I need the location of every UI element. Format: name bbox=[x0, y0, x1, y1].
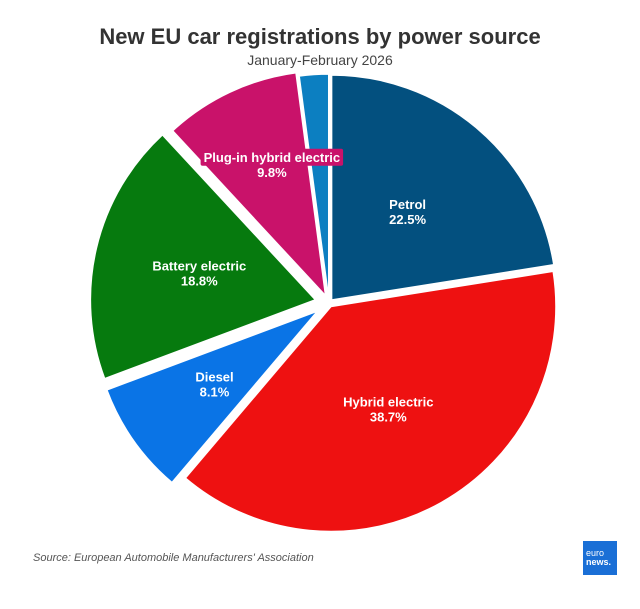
pie-slice-diesel bbox=[106, 310, 319, 484]
chart-title: New EU car registrations by power source bbox=[99, 24, 541, 49]
slice-label-petrol: Petrol bbox=[389, 197, 426, 212]
slice-label-hybrid-electric: Hybrid electric bbox=[343, 395, 433, 410]
logo-line-1: euro bbox=[586, 548, 605, 558]
euronews-logo: euro news. bbox=[583, 541, 617, 575]
slice-value-plug-in-hybrid-electric: 9.8% bbox=[257, 165, 287, 180]
slice-value-battery-electric: 18.8% bbox=[181, 273, 218, 288]
slice-value-hybrid-electric: 38.7% bbox=[370, 410, 407, 425]
chart-subtitle: January-February 2026 bbox=[247, 52, 393, 68]
slice-value-petrol: 22.5% bbox=[389, 212, 426, 227]
slice-label-diesel: Diesel bbox=[195, 370, 233, 385]
slice-label-background bbox=[200, 148, 344, 166]
pie-slice-battery-electric bbox=[89, 134, 317, 380]
slice-label-plug-in-hybrid-electric: Plug-in hybrid electric bbox=[204, 150, 341, 165]
pie-slice-petrol bbox=[330, 74, 555, 301]
pie-slice-other bbox=[298, 73, 330, 300]
pie-slice-hybrid-electric bbox=[184, 270, 557, 533]
source-note: Source: European Automobile Manufacturer… bbox=[33, 552, 314, 564]
slice-value-diesel: 8.1% bbox=[200, 385, 230, 400]
logo-line-2: news. bbox=[586, 557, 612, 567]
pie-slice-plug-in-hybrid-electric bbox=[171, 71, 327, 297]
slice-label-battery-electric: Battery electric bbox=[152, 258, 246, 273]
